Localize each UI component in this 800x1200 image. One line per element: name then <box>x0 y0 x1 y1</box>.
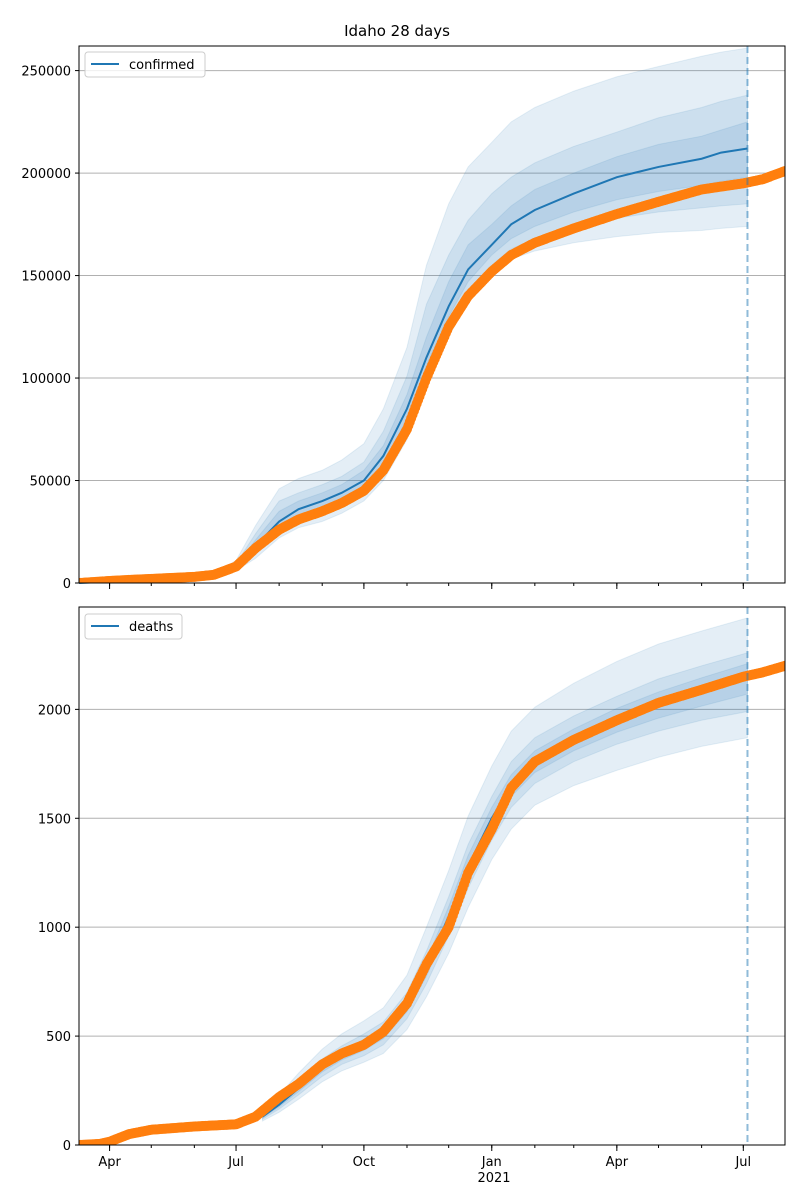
plot-frame <box>78 606 786 1146</box>
y-tick-label: 250000 <box>21 65 71 80</box>
x-tick-label: Apr <box>606 1155 629 1170</box>
x-tick-label: Oct <box>353 1155 375 1170</box>
y-tick-label: 200000 <box>21 167 71 182</box>
y-tick-label: 0 <box>63 1139 71 1154</box>
panel-confirmed: 0 50000 100000 150000 200000 250000 confirmed <box>21 45 786 592</box>
x-year-label: 2021 <box>477 1171 510 1186</box>
legend-label-deaths: deaths <box>129 620 174 635</box>
y-axis-deaths: 0 500 1000 1500 2000 <box>38 703 79 1154</box>
legend-box <box>84 613 183 640</box>
y-tick-label: 1000 <box>38 921 71 936</box>
y-tick-label: 0 <box>63 577 71 592</box>
legend-label-confirmed: confirmed <box>129 58 195 73</box>
panel-deaths: 0 500 1000 1500 2000 Apr Jul Oct Jan Apr Jul deat… <box>38 606 786 1170</box>
observed-points-observed-deaths <box>79 660 785 1145</box>
x-tick-label: Jan <box>481 1155 502 1170</box>
x-tick-label: Jul <box>227 1155 244 1170</box>
x-axis-deaths: Apr Jul Oct Jan Apr Jul <box>98 1145 751 1170</box>
y-axis-confirmed: 0 50000 100000 150000 200000 250000 <box>21 65 79 592</box>
y-tick-label: 100000 <box>21 372 71 387</box>
y-tick-label: 150000 <box>21 270 71 285</box>
observed-points-observed-confirmed <box>79 166 785 583</box>
plot-area-confirmed <box>78 45 786 584</box>
y-tick-label: 2000 <box>38 703 71 718</box>
legend-deaths: deaths <box>84 613 183 640</box>
x-tick-label: Apr <box>98 1155 121 1170</box>
y-tick-label: 50000 <box>30 475 71 490</box>
plot-frame <box>78 45 786 584</box>
legend-box <box>84 51 206 78</box>
plot-area-deaths <box>78 606 786 1146</box>
y-tick-label: 1500 <box>38 812 71 827</box>
x-tick-label: Jul <box>734 1155 751 1170</box>
observed-point <box>780 166 785 177</box>
chart-title: Idaho 28 days <box>344 22 450 40</box>
legend-confirmed: confirmed <box>84 51 206 78</box>
x-axis-confirmed <box>109 583 744 589</box>
observed-point <box>780 660 785 671</box>
uncertainty-band-outer <box>261 617 748 1122</box>
y-tick-label: 500 <box>46 1030 71 1045</box>
